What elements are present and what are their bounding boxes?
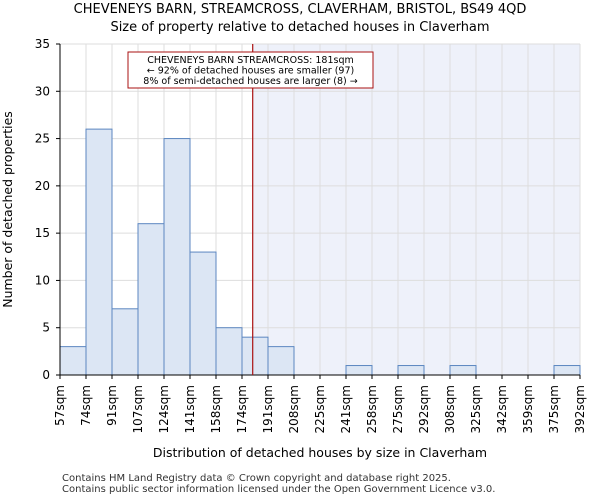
x-tick-label: 342sqm xyxy=(495,385,509,433)
annotation-line: CHEVENEYS BARN STREAMCROSS: 181sqm xyxy=(147,55,353,66)
chart-title: CHEVENEYS BARN, STREAMCROSS, CLAVERHAM, … xyxy=(73,2,527,17)
histogram-bar xyxy=(59,346,87,376)
y-tick-label: 15 xyxy=(35,226,50,240)
histogram-bar xyxy=(215,327,243,376)
larger-region-shade xyxy=(252,44,581,375)
histogram-bar xyxy=(137,223,165,376)
x-tick-label: 141sqm xyxy=(183,385,197,433)
histogram-chart: 0 5 10 15 20 25 30 35 57sqm 74sqm 91sqm 107sqm 124sq… xyxy=(0,37,587,460)
y-tick-label: 10 xyxy=(35,273,50,287)
y-tick-label: 5 xyxy=(42,321,50,335)
annotation-box xyxy=(127,51,374,89)
annotation-line: 8% of semi-detached houses are larger (8… xyxy=(143,76,357,87)
y-tick-label: 35 xyxy=(35,37,50,51)
histogram-bar xyxy=(85,128,113,376)
annotation-line: ← 92% of detached houses are smaller (97… xyxy=(147,66,354,77)
x-tick-label: 174sqm xyxy=(235,385,249,433)
chart-subtitle: Size of property relative to detached ho… xyxy=(110,20,490,35)
y-axis-title: Number of detached properties xyxy=(0,111,15,308)
histogram-bar xyxy=(267,346,295,376)
histogram-bar xyxy=(397,365,425,376)
histogram-bar xyxy=(553,365,581,376)
y-tick-label: 30 xyxy=(35,84,50,98)
histogram-bar xyxy=(111,308,139,376)
y-tick-label: 20 xyxy=(35,179,50,193)
x-tick-label: 57sqm xyxy=(53,385,67,426)
x-tick-label: 325sqm xyxy=(469,385,483,433)
x-tick-label: 275sqm xyxy=(391,385,405,433)
x-tick-label: 74sqm xyxy=(79,385,93,426)
histogram-bar xyxy=(163,138,191,376)
y-tick-label: 25 xyxy=(35,132,50,146)
x-tick-label: 208sqm xyxy=(287,385,301,433)
histogram-bar xyxy=(241,336,269,376)
x-tick-label: 158sqm xyxy=(209,385,223,433)
x-tick-label: 107sqm xyxy=(131,385,145,433)
x-axis-title: Distribution of detached houses by size … xyxy=(153,445,487,460)
x-tick-label: 241sqm xyxy=(339,385,353,433)
histogram-bar xyxy=(189,251,217,376)
x-tick-label: 258sqm xyxy=(365,385,379,433)
footer-licence: Contains public sector information licen… xyxy=(62,484,496,495)
x-tick-label: 375sqm xyxy=(547,385,561,433)
y-tick-label: 0 xyxy=(42,368,50,382)
x-tick-label: 124sqm xyxy=(157,385,171,433)
footer-copyright: Contains HM Land Registry data © Crown c… xyxy=(62,473,451,484)
x-tick-label: 308sqm xyxy=(443,385,457,433)
x-tick-label: 359sqm xyxy=(521,385,535,433)
x-tick-label: 191sqm xyxy=(261,385,275,433)
x-tick-label: 225sqm xyxy=(313,385,327,433)
x-tick-label: 292sqm xyxy=(417,385,431,433)
histogram-bar xyxy=(345,365,373,376)
histogram-bar xyxy=(449,365,477,376)
x-tick-label: 392sqm xyxy=(573,385,587,433)
x-tick-label: 91sqm xyxy=(105,385,119,426)
